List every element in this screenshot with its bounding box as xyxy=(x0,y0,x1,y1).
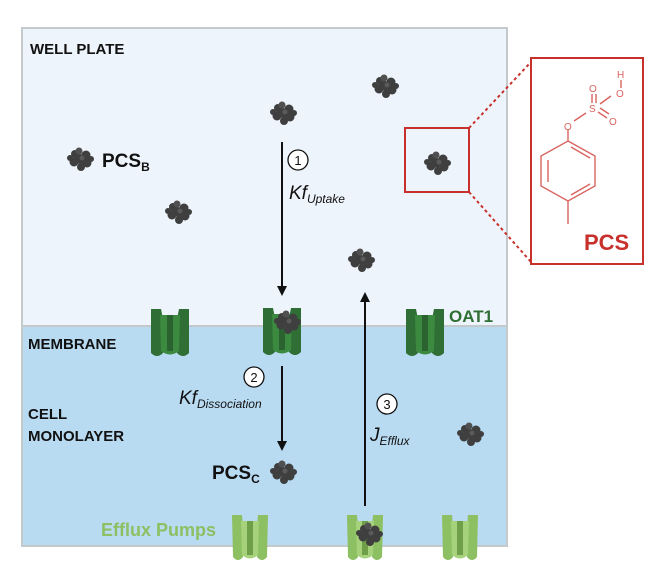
efflux-pumps-label: Efflux Pumps xyxy=(101,520,216,540)
dissociation-rate-label: KfDissociation xyxy=(179,388,262,411)
step-2-badge xyxy=(243,366,265,388)
atom-label: O xyxy=(616,89,624,100)
atom-label: S xyxy=(589,104,596,115)
cell-monolayer-label-line1: CELL xyxy=(28,406,67,423)
pcs-bulk-label: PCSB xyxy=(102,151,150,174)
atom-label: O xyxy=(589,84,597,95)
pcs-structure-diagram xyxy=(540,80,622,224)
step-1-number: 1 xyxy=(294,153,301,168)
efflux-pump-icon xyxy=(232,515,268,560)
oat1-label: OAT1 xyxy=(449,307,493,326)
zoom-highlight-box xyxy=(404,127,470,193)
step-3-number: 3 xyxy=(383,397,390,412)
pcs-cell-label: PCSC xyxy=(212,463,260,486)
atom-label: H xyxy=(617,70,624,81)
step-2-number: 2 xyxy=(250,370,257,385)
oat1-transporter-icon xyxy=(406,309,444,356)
oat1-transporter-icon xyxy=(151,309,189,356)
cell-monolayer-region xyxy=(21,325,508,547)
well-plate-region xyxy=(21,27,508,327)
well-plate-label: WELL PLATE xyxy=(30,41,124,58)
pcs-structure-inset xyxy=(530,57,644,265)
step-1-badge xyxy=(287,149,309,171)
atom-label: O xyxy=(564,122,572,133)
step-3-badge xyxy=(376,393,398,415)
inset-title: PCS xyxy=(584,230,629,255)
uptake-rate-label: KfUptake xyxy=(289,183,345,206)
cell-monolayer-label-line2: MONOLAYER xyxy=(28,428,124,445)
atom-label: O xyxy=(609,117,617,128)
membrane-label: MEMBRANE xyxy=(28,336,116,353)
efflux-rate-label: JEfflux xyxy=(369,425,411,448)
efflux-pump-icon xyxy=(442,515,478,560)
